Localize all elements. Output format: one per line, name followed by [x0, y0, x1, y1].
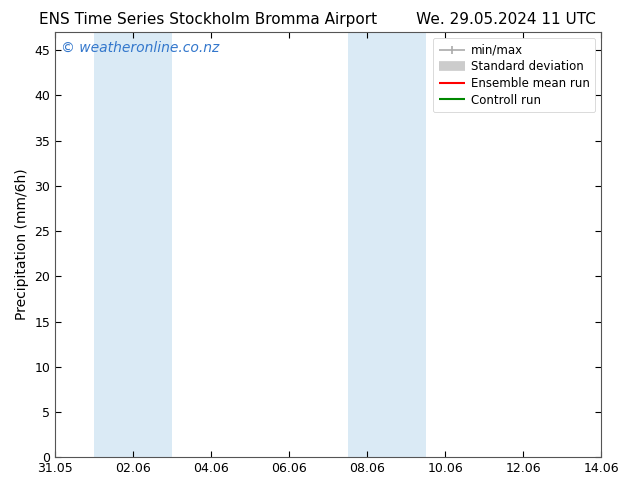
- Y-axis label: Precipitation (mm/6h): Precipitation (mm/6h): [15, 169, 29, 320]
- Legend: min/max, Standard deviation, Ensemble mean run, Controll run: min/max, Standard deviation, Ensemble me…: [433, 38, 595, 113]
- Bar: [94, 32, 172, 457]
- Bar: [347, 32, 425, 457]
- Text: © weatheronline.co.nz: © weatheronline.co.nz: [61, 41, 219, 55]
- Text: ENS Time Series Stockholm Bromma Airport        We. 29.05.2024 11 UTC: ENS Time Series Stockholm Bromma Airport…: [39, 12, 595, 27]
